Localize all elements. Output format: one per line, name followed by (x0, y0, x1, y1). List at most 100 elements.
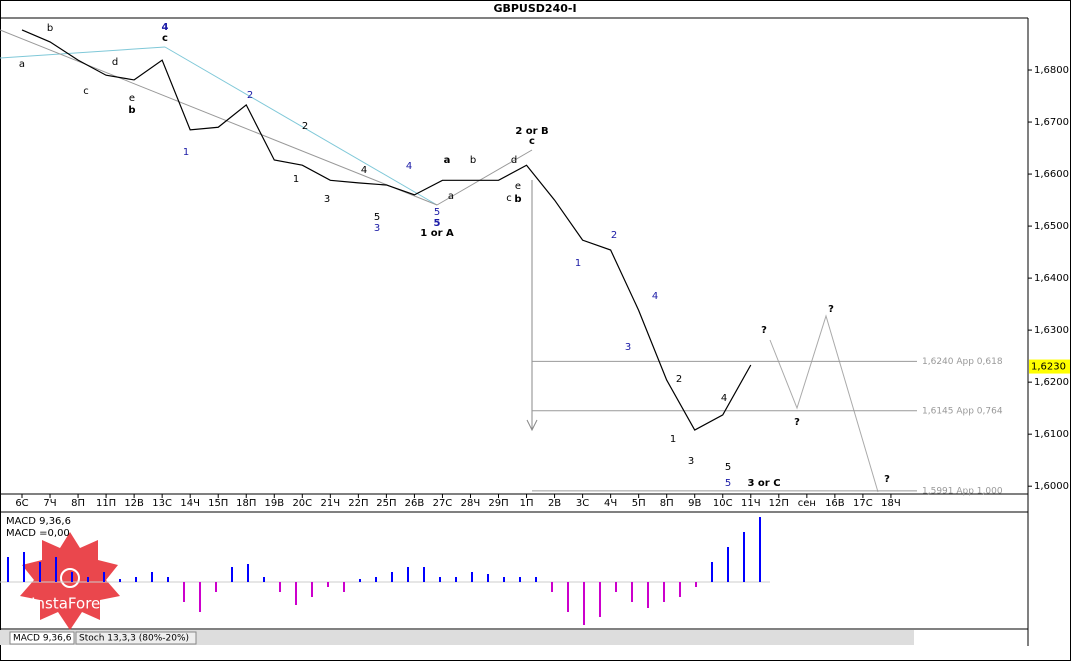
x-tick-label: 4Ч (604, 498, 617, 509)
x-tick-label: 11Ч (741, 498, 761, 509)
level-label: 1,6145 App 0,764 (922, 406, 1003, 416)
tab[interactable] (9, 631, 75, 645)
level-label: 1,6240 App 0,618 (922, 357, 1003, 367)
y-tick-label: 1,6500 (1034, 221, 1069, 232)
wave-label: 1 (670, 434, 676, 445)
macd-bar (279, 582, 281, 592)
macd-bar (71, 572, 73, 582)
arrow-head (526, 419, 538, 432)
wave-label: e (515, 181, 521, 192)
macd-bar (23, 552, 25, 582)
macd-bar (727, 547, 729, 582)
macd-bar (551, 582, 553, 592)
macd-bar (87, 577, 89, 582)
macd-bar (663, 582, 665, 602)
wave-label: 1 or A (420, 228, 454, 239)
wave-label: 2 (247, 90, 253, 101)
macd-bar (407, 567, 409, 582)
x-tick-label: 27С (433, 498, 453, 509)
macd-bar (7, 557, 9, 582)
trend-line (436, 149, 533, 206)
tab-label[interactable]: MACD 9,36,6 (13, 634, 72, 644)
x-tick-label: 26В (405, 498, 425, 509)
wave-label: 2 (676, 374, 682, 385)
x-tick-label: 20С (292, 498, 312, 509)
wave-label: 5 (374, 212, 380, 223)
wave-label: ? (828, 304, 834, 315)
macd-bar (583, 582, 585, 625)
wave-label: b (514, 194, 521, 205)
wave-label: c (162, 33, 168, 44)
macd-bar (55, 557, 57, 582)
macd-bar (327, 582, 329, 587)
macd-bar (359, 579, 361, 582)
macd-bar (615, 582, 617, 592)
x-tick-label: 12П (769, 498, 789, 509)
x-tick-label: 11П (96, 498, 116, 509)
x-tick-label: 21Ч (321, 498, 341, 509)
macd-bar (631, 582, 633, 602)
wave-label: 3 or C (747, 478, 780, 489)
wave-label: 2 (302, 121, 308, 132)
trend-line (0, 46, 166, 59)
tab-label[interactable]: Stoch 13,3,3 (80%-20%) (79, 634, 189, 644)
logo: InstaForex (20, 532, 120, 630)
x-tick-label: 22П (348, 498, 368, 509)
wave-label: b (128, 105, 135, 116)
y-tick-label: 1,6000 (1034, 481, 1069, 492)
macd-bar (167, 577, 169, 582)
macd-bar (711, 562, 713, 582)
wave-label: a (444, 155, 451, 166)
wave-label: b (470, 155, 476, 166)
level-label: 1,5991 App 1,000 (922, 486, 1003, 496)
macd-bar (247, 564, 249, 582)
trend-lines (0, 29, 879, 493)
y-tick-label: 1,6300 (1034, 325, 1069, 336)
x-tick-label: 17С (853, 498, 873, 509)
wave-label: 3 (688, 456, 694, 467)
macd-bar (311, 582, 313, 597)
wave-label: ? (761, 325, 767, 336)
macd-bar (535, 577, 537, 582)
macd-bar (263, 577, 265, 582)
macd-bar (695, 582, 697, 587)
wave-label: d (112, 57, 118, 68)
x-tick-label: 25П (376, 498, 396, 509)
y-tick-label: 1,6700 (1034, 117, 1069, 128)
macd-bar (183, 582, 185, 602)
wave-label: 3 (324, 194, 330, 205)
macd-bar (231, 567, 233, 582)
macd-bar (647, 582, 649, 608)
wave-label: e (129, 93, 135, 104)
current-price-box (1029, 359, 1070, 374)
chart-title: GBPUSD240-I (493, 2, 576, 15)
macd-bar (503, 577, 505, 582)
wave-label: 3 (625, 342, 631, 353)
macd-bar (759, 517, 761, 582)
macd-label: MACD 9,36,6 (6, 516, 71, 527)
x-tick-label: 9В (688, 498, 701, 509)
x-tick-label: 5П (632, 498, 646, 509)
wave-label: c (83, 86, 89, 97)
x-tick-label: 7Ч (43, 498, 56, 509)
x-tick-label: 18Ч (881, 498, 901, 509)
wave-label: 4 (361, 165, 367, 176)
x-tick-label: 28Ч (461, 498, 481, 509)
x-tick-label: 6С (15, 498, 28, 509)
wave-label: 1 (575, 258, 581, 269)
tab[interactable] (75, 631, 197, 645)
macd-bar (103, 572, 105, 582)
y-tick-label: 1,6200 (1034, 377, 1069, 388)
x-tick-label: 10С (713, 498, 733, 509)
macd-bar (135, 577, 137, 582)
wave-label: 4 (652, 291, 658, 302)
x-tick-label: 29П (488, 498, 508, 509)
macd-bar (215, 582, 217, 592)
macd-bar (567, 582, 569, 612)
x-tick-label: 18П (236, 498, 256, 509)
y-tick-label: 1,6800 (1034, 65, 1069, 76)
macd-bar (743, 532, 745, 582)
x-tick-label: 16В (825, 498, 845, 509)
wave-label: c (506, 193, 512, 204)
macd-bar (343, 582, 345, 592)
